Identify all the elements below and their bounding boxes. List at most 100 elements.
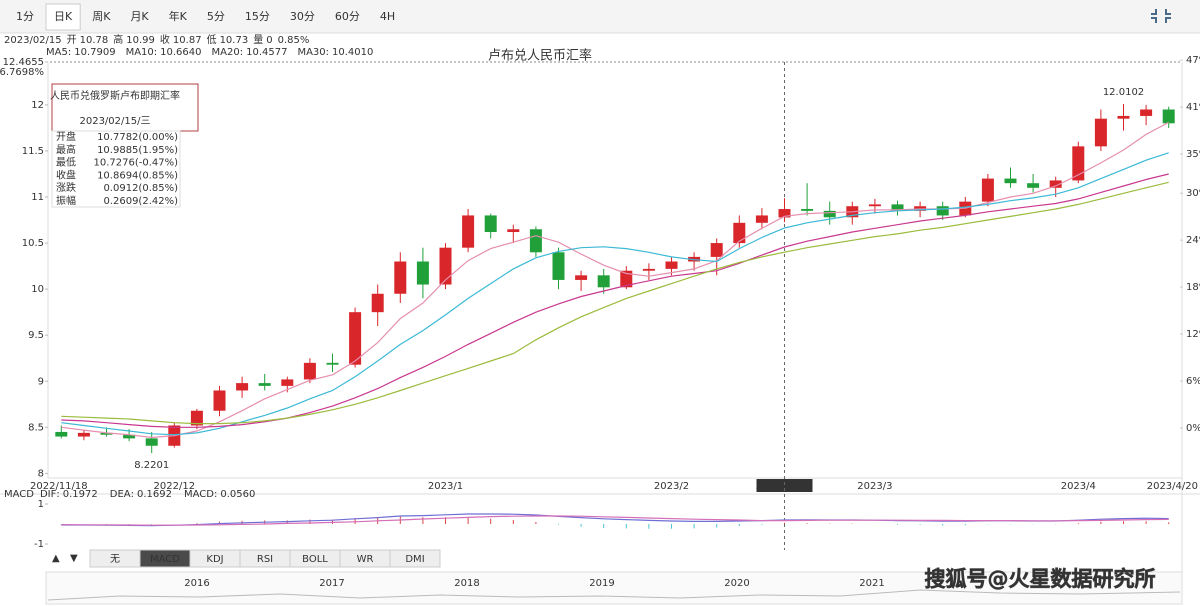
watermark: 搜狐号@火星数据研究所 [925,567,1156,591]
candle-body [778,209,791,218]
navigator-label: 2016 [184,578,209,589]
tab[interactable]: 5分 [207,10,225,23]
candle-body [597,275,610,288]
candle-body [868,204,881,207]
navigator-label: 2020 [724,578,749,589]
x-tick-label: 2023/2 [654,481,689,492]
candle-body [981,178,994,202]
macd-legend-sep: : [214,489,217,500]
scroll-arrow[interactable]: ▲ [52,553,60,564]
legend-name: MA20 [212,47,240,58]
indicator-tab-bg[interactable] [389,549,441,568]
ma-line [61,181,1169,425]
indicator-tab[interactable]: BOLL [302,554,328,565]
navigator-label: 2019 [589,578,614,589]
candle-body [1072,146,1085,181]
macd-legend-sep: : [131,489,134,500]
tooltip-value: 10.8694(0.85%) [97,170,178,181]
ma-line [61,173,1169,428]
y-tick-label: 11 [31,192,44,203]
candle-body [281,379,294,386]
candle-body [349,312,362,365]
x-tick-label: 2022/12 [154,481,196,492]
tab-bg[interactable] [45,3,81,31]
tab[interactable]: 60分 [335,10,360,23]
x-tick-label: 2023/4 [1061,481,1096,492]
ma-line [61,121,1169,439]
y2-tick-label: 6% [1186,376,1200,387]
indicator-tab[interactable]: MACD [150,554,180,565]
tooltip-value: 0.2609(2.42%) [103,196,178,207]
candle-body [529,229,542,253]
y-tick-label: 9.5 [28,330,44,341]
candle-body [439,247,452,285]
min-label: 8.2201 [134,460,169,471]
y-tick-label: 8.5 [28,422,44,433]
candle-body [665,261,678,269]
tooltip-table [51,130,181,208]
macd-tick-label: -1 [34,539,44,550]
tab[interactable]: 年K [169,9,188,23]
tooltip-title: 人民币兑俄罗斯卢布即期汇率 [50,89,180,102]
macd-legend-name: DEA [110,489,131,500]
y2-tick-label: 41% [1186,102,1200,113]
tooltip-label: 涨跌 [56,181,76,194]
y-tick-label: 12.4655 [3,57,44,68]
fullscreen-icon[interactable] [1151,9,1171,23]
info-label: 量 [253,34,263,46]
tab[interactable]: 15分 [245,10,270,23]
info-value: 10.73 [220,35,249,46]
candle-body [484,215,497,233]
macd-title: MACD [4,489,34,500]
y2-tick-label: 35% [1186,149,1200,160]
candle-body [620,270,633,288]
indicator-tab[interactable]: WR [357,554,374,565]
toolbar-bg [0,0,1200,33]
y2-tick-label: 47% [1186,55,1200,66]
indicator-tab[interactable]: DMI [405,554,424,565]
candle-body [1049,180,1062,188]
tooltip-label: 最低 [56,156,76,169]
macd-legend-name: DIF [40,489,57,500]
tab[interactable]: 日K [54,10,73,23]
candle-body [1094,118,1107,147]
candle-body [236,383,249,391]
macd-tick-label: 1 [38,499,44,510]
tab[interactable]: 30分 [290,10,315,23]
candle-body [326,362,339,365]
tooltip-value: 0.0912(0.85%) [103,183,178,194]
indicator-tab[interactable]: KDJ [206,554,223,565]
candle-body [575,275,588,280]
candle-body [100,432,113,435]
tab[interactable]: 周K [92,10,111,23]
info-value: 10.87 [173,35,202,46]
legend-sep: : [68,47,71,58]
candle-body [710,243,723,257]
navigator-label: 2021 [859,578,884,589]
info-value: 10.99 [126,35,155,46]
candle-body [258,383,271,386]
y-tick-label: 10.5 [22,238,44,249]
navigator-label: 2017 [319,578,344,589]
candle-body [1027,183,1040,188]
candle-body [1162,109,1175,124]
x-tick-label: 2023/3 [857,481,892,492]
info-label: 低 [207,33,217,46]
indicator-tab[interactable]: 无 [110,554,120,565]
indicator-tab[interactable]: RSI [257,554,273,565]
tooltip-label: 收盘 [56,168,76,181]
y2-tick-label: 12% [1186,329,1200,340]
y2-tick-label: 30% [1186,188,1200,199]
tab[interactable]: 4H [380,10,395,23]
candle-body [755,215,768,223]
candle-body [1117,115,1130,119]
navigator[interactable] [45,571,1183,605]
x-tick-label: 2023/1 [428,481,463,492]
tooltip-label: 开盘 [56,130,76,143]
tab[interactable]: 1分 [16,10,34,23]
legend-value: 10.7909 [74,47,115,58]
legend-name: MA10 [126,47,154,58]
scroll-arrow[interactable]: ▼ [70,553,78,564]
tab[interactable]: 月K [130,10,149,23]
